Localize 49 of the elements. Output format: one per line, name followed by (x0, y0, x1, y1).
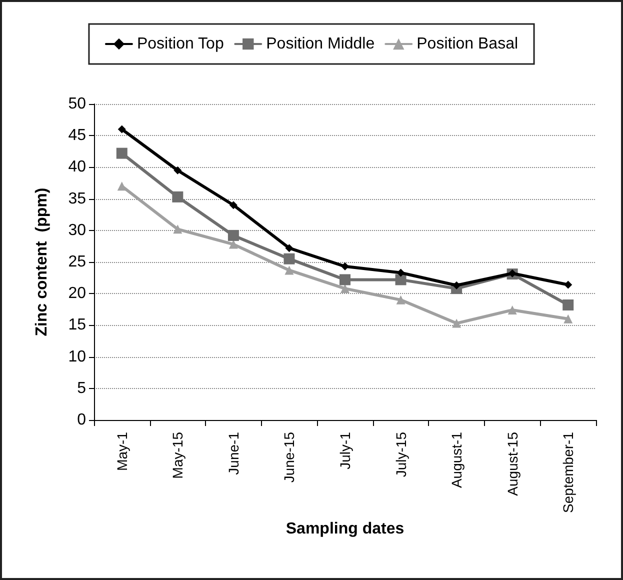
point (452, 318, 462, 328)
x-axis-title: Sampling dates (286, 520, 404, 538)
point (116, 148, 128, 159)
point (564, 314, 573, 324)
point (174, 166, 182, 174)
y-tick-label: 35 (68, 190, 86, 208)
x-tick-label: September-1 (560, 432, 576, 513)
y-tick-label: 10 (68, 348, 86, 366)
point (340, 284, 350, 294)
y-tick-label: 5 (77, 380, 86, 397)
legend-label: Position Top (136, 36, 224, 52)
point (229, 201, 238, 210)
point (340, 274, 350, 286)
point (452, 281, 461, 290)
point (564, 280, 572, 289)
y-axis-title: Zinc content (ppm) (34, 188, 50, 336)
point (395, 274, 406, 286)
y-tick-label: 30 (68, 222, 86, 239)
point (228, 240, 238, 249)
y-tick-label: 40 (68, 158, 86, 176)
y-tick-label: 25 (68, 254, 86, 270)
point (117, 182, 126, 191)
x-tick-label: August-1 (448, 432, 465, 488)
point (508, 306, 517, 315)
y-tick-label: 0 (77, 412, 86, 428)
legend-label: Position Basal (416, 36, 518, 52)
point (341, 262, 349, 270)
x-tick-label: June-15 (281, 432, 298, 483)
point (284, 253, 295, 264)
point (173, 224, 182, 234)
point (396, 295, 406, 304)
x-tick-label: May-15 (170, 432, 186, 479)
point (285, 244, 294, 252)
legend-label: Position Middle (266, 36, 375, 52)
point (284, 266, 294, 275)
y-tick-label: 45 (68, 127, 86, 144)
y-tick-label: 50 (68, 96, 86, 112)
x-tick-label: July-1 (337, 432, 353, 470)
point (396, 268, 405, 277)
y-tick-label: 15 (68, 316, 86, 334)
point (562, 299, 574, 310)
x-tick-label: August-15 (504, 432, 520, 496)
point (172, 191, 184, 202)
point (228, 230, 239, 241)
x-tick-label: July-15 (392, 432, 409, 478)
y-tick-label: 20 (68, 285, 86, 302)
x-tick-label: June-1 (225, 432, 242, 475)
x-tick-label: May-1 (114, 432, 130, 471)
point (118, 125, 126, 134)
